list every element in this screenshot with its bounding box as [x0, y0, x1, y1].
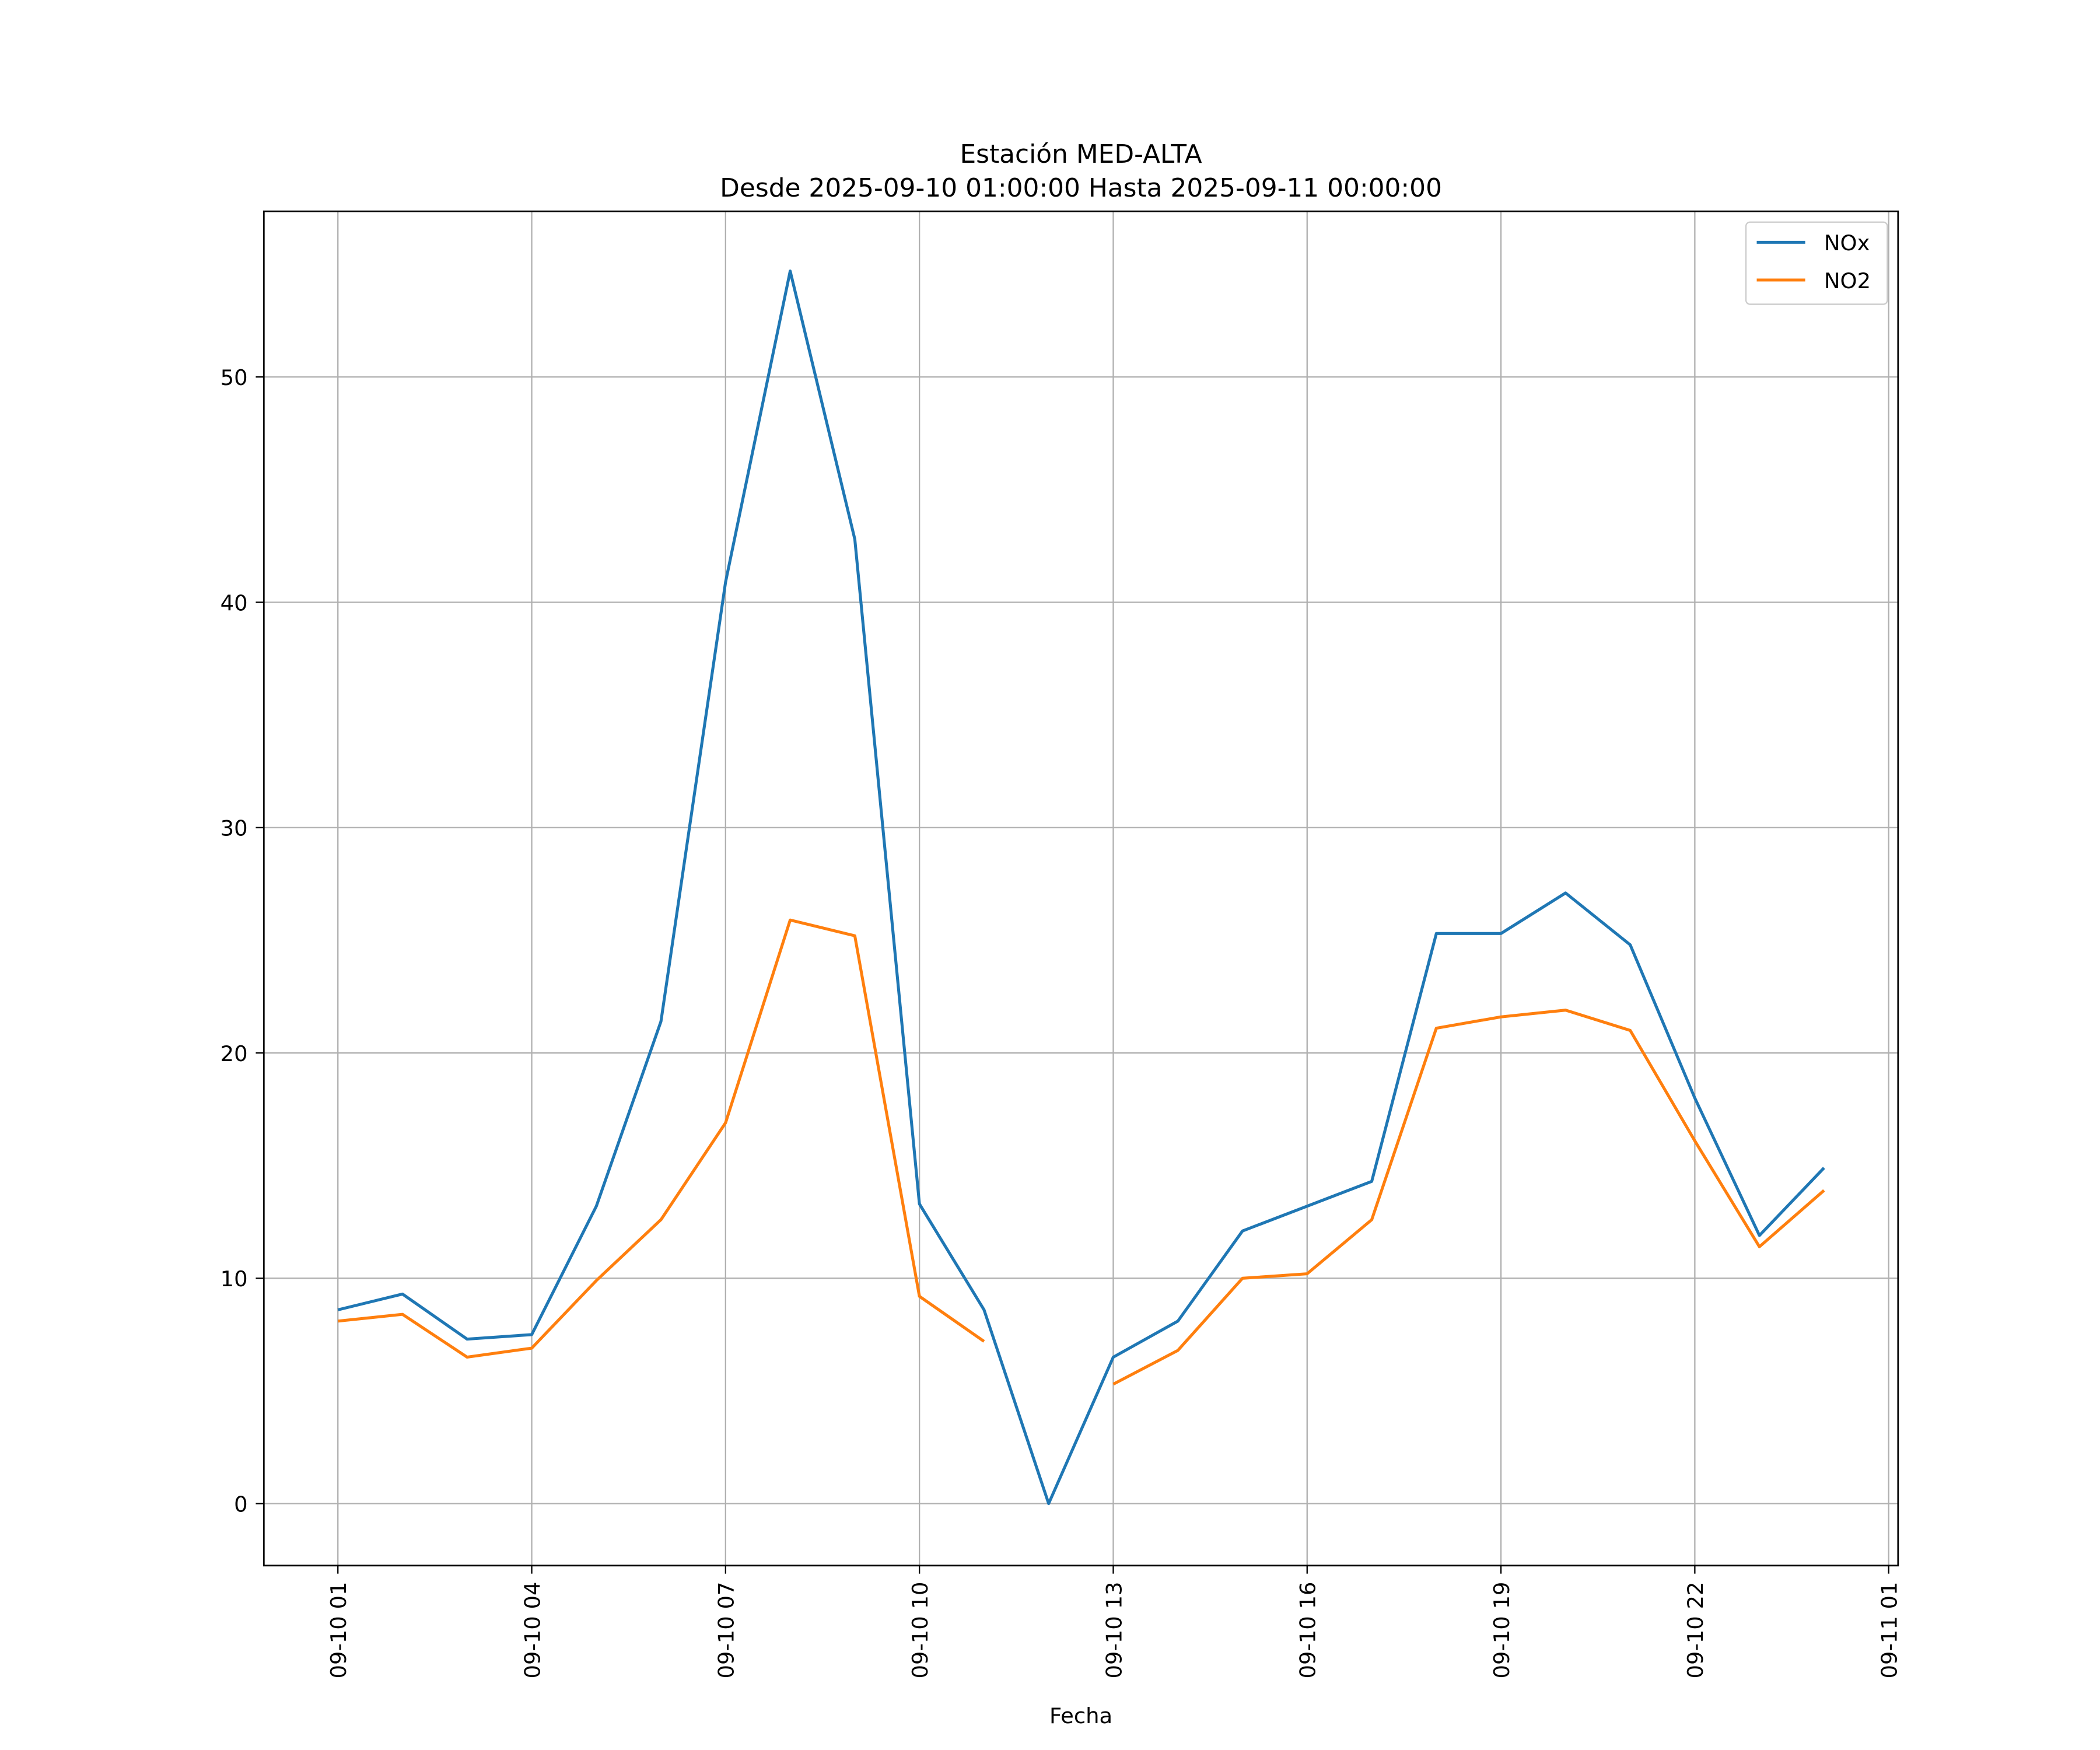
series-line-no2	[337, 918, 985, 1359]
y-tick-label: 20	[220, 1041, 248, 1066]
legend-label-nox: NOx	[1824, 230, 1870, 256]
x-tick-label: 09-10 13	[1101, 1582, 1126, 1679]
x-tick-label: 09-10 16	[1296, 1582, 1321, 1679]
x-axis-label: Fecha	[1049, 1703, 1112, 1728]
series-line-no2	[1112, 1009, 1825, 1386]
y-tick-label: 40	[220, 590, 248, 615]
y-tick-label: 30	[220, 816, 248, 841]
ticks: 0 10 20 30 40 50 09-10 01 09-10 04 09-10 07 09-10…	[220, 365, 1902, 1678]
chart-title: Estación MED-ALTA	[960, 139, 1202, 169]
x-tick-label: 09-10 04	[520, 1582, 545, 1679]
y-tick-label: 10	[220, 1266, 248, 1292]
axes-frame	[262, 210, 1899, 1567]
x-tick-label: 09-10 19	[1489, 1582, 1514, 1679]
legend: NOx NO2	[1745, 221, 1888, 305]
x-tick-label: 09-10 10	[908, 1582, 933, 1679]
y-tick-label: 0	[234, 1492, 247, 1517]
x-tick-label: 09-10 22	[1683, 1582, 1708, 1679]
grid	[264, 211, 1898, 1566]
x-tick-label: 09-10 07	[714, 1582, 739, 1679]
y-tick-label: 50	[220, 365, 248, 390]
series-line-nox	[337, 270, 1825, 1506]
legend-label-no2: NO2	[1824, 268, 1871, 293]
x-tick-label: 09-10 01	[326, 1582, 351, 1679]
x-tick-label: 09-11 01	[1877, 1582, 1902, 1679]
series-lines	[337, 270, 1825, 1506]
chart-subtitle: Desde 2025-09-10 01:00:00 Hasta 2025-09-…	[720, 173, 1442, 203]
